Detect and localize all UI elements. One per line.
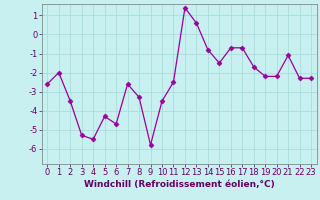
- X-axis label: Windchill (Refroidissement éolien,°C): Windchill (Refroidissement éolien,°C): [84, 180, 275, 189]
